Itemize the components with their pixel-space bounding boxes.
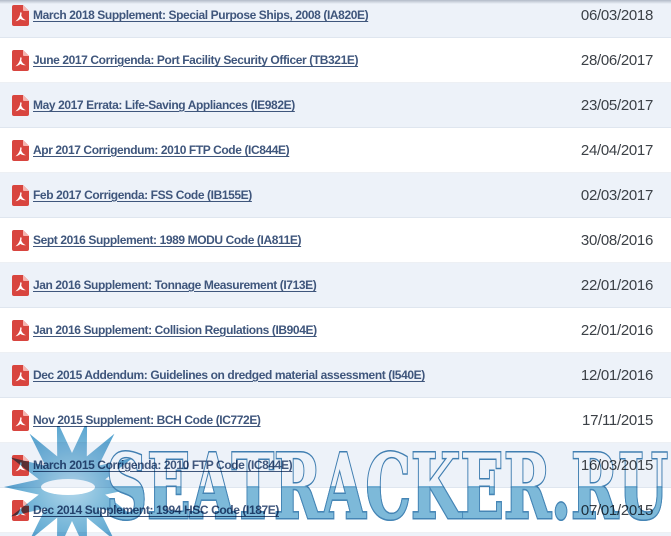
pdf-file-icon-graphic [12, 4, 29, 26]
date-label: 06/03/2018 [580, 6, 653, 24]
date-label: 16/03/2015 [580, 456, 653, 474]
pdf-file-icon [12, 229, 29, 251]
date-label: 30/08/2016 [580, 231, 653, 249]
pdf-file-icon-graphic [12, 274, 29, 296]
pdf-file-icon-graphic [12, 49, 29, 71]
date-label: 22/01/2016 [580, 276, 653, 294]
pdf-file-icon-graphic [12, 139, 29, 161]
pdf-file-icon [12, 409, 29, 431]
table-row: Nov 2015 Supplement: BCH Code (IC772E) 1… [0, 398, 671, 443]
pdf-file-icon-graphic [12, 229, 29, 251]
table-row: Jan 2016 Supplement: Collision Regulatio… [0, 308, 671, 353]
document-link[interactable]: Apr 2017 Corrigendum: 2010 FTP Code (IC8… [33, 143, 290, 157]
date-label: 22/01/2016 [580, 321, 653, 339]
table-row: May 2017 Errata: Life-Saving Appliances … [0, 83, 671, 128]
table-row: Dec 2014 Supplement: 1994 HSC Code (I187… [0, 488, 671, 533]
pdf-file-icon-graphic [12, 499, 29, 521]
date-label: 07/01/2015 [580, 501, 653, 519]
pdf-file-icon-graphic [12, 184, 29, 206]
table-row: March 2015 Corrigenda: 2010 FTP Code (IC… [0, 443, 671, 488]
table-row: Apr 2017 Corrigendum: 2010 FTP Code (IC8… [0, 128, 671, 173]
pdf-file-icon [12, 4, 29, 26]
table-row: March 2018 Supplement: Special Purpose S… [0, 0, 671, 38]
pdf-file-icon [12, 364, 29, 386]
document-link[interactable]: Dec 2014 Supplement: 1994 HSC Code (I187… [33, 503, 279, 517]
document-link[interactable]: Feb 2017 Corrigenda: FSS Code (IB155E) [33, 188, 252, 202]
date-label: 24/04/2017 [580, 141, 653, 159]
document-link[interactable]: May 2017 Errata: Life-Saving Appliances … [33, 98, 295, 112]
pdf-file-icon [12, 274, 29, 296]
pdf-file-icon-graphic [12, 409, 29, 431]
pdf-file-icon [12, 454, 29, 476]
pdf-file-icon [12, 139, 29, 161]
pdf-file-icon-graphic [12, 94, 29, 116]
table-row: June 2017 Corrigenda: Port Facility Secu… [0, 38, 671, 83]
document-link[interactable]: Jan 2016 Supplement: Tonnage Measurement… [33, 278, 317, 292]
date-label: 17/11/2015 [582, 411, 653, 429]
pdf-file-icon-graphic [12, 454, 29, 476]
document-link[interactable]: March 2015 Corrigenda: 2010 FTP Code (IC… [33, 458, 293, 472]
document-link[interactable]: Jan 2016 Supplement: Collision Regulatio… [33, 323, 317, 337]
table-row-partial [0, 533, 671, 536]
table-row: Sept 2016 Supplement: 1989 MODU Code (IA… [0, 218, 671, 263]
pdf-file-icon-graphic [12, 319, 29, 341]
pdf-file-icon [12, 184, 29, 206]
document-link[interactable]: Sept 2016 Supplement: 1989 MODU Code (IA… [33, 233, 302, 247]
pdf-file-icon [12, 94, 29, 116]
pdf-file-icon [12, 499, 29, 521]
table-row: Feb 2017 Corrigenda: FSS Code (IB155E) 0… [0, 173, 671, 218]
document-link[interactable]: Dec 2015 Addendum: Guidelines on dredged… [33, 368, 425, 382]
table-row: Jan 2016 Supplement: Tonnage Measurement… [0, 263, 671, 308]
document-link[interactable]: June 2017 Corrigenda: Port Facility Secu… [33, 53, 359, 67]
date-label: 28/06/2017 [580, 51, 653, 69]
date-label: 12/01/2016 [580, 366, 653, 384]
document-link[interactable]: Nov 2015 Supplement: BCH Code (IC772E) [33, 413, 261, 427]
table-row: Dec 2015 Addendum: Guidelines on dredged… [0, 353, 671, 398]
date-label: 23/05/2017 [580, 96, 653, 114]
pdf-file-icon [12, 319, 29, 341]
pdf-file-icon [12, 49, 29, 71]
pdf-file-icon-graphic [12, 364, 29, 386]
document-link[interactable]: March 2018 Supplement: Special Purpose S… [33, 8, 369, 22]
date-label: 02/03/2017 [580, 186, 653, 204]
